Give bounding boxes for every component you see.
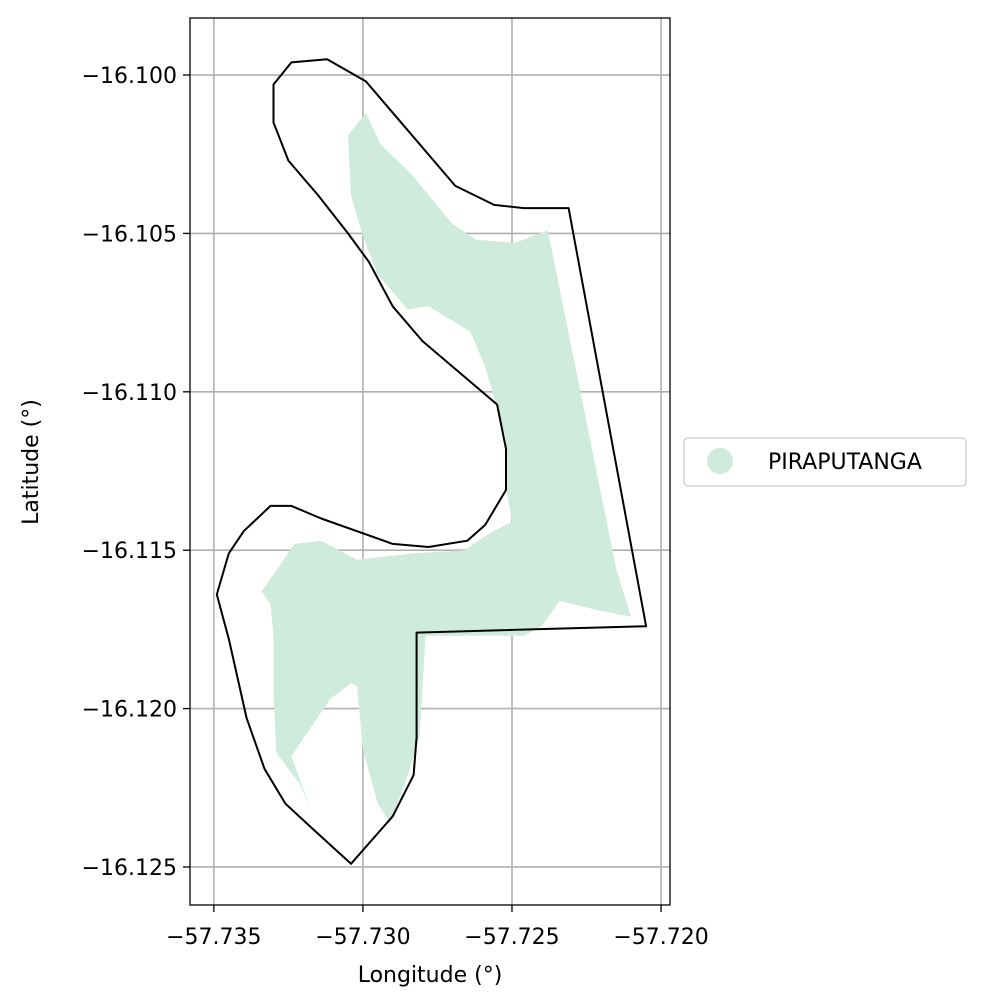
y-tick-label: −16.110 <box>82 381 177 406</box>
piraputanga-area-fill <box>261 113 632 823</box>
x-tick-label: −57.725 <box>464 925 559 950</box>
y-tick-label: −16.115 <box>82 539 177 564</box>
piraputanga-boundary-outline <box>215 58 648 865</box>
y-tick-label: −16.120 <box>82 698 177 723</box>
x-axis-title: Longitude (°) <box>358 963 503 988</box>
legend-marker-piraputanga <box>707 448 733 474</box>
y-axis-title: Latitude (°) <box>19 399 44 525</box>
legend-label-piraputanga: PIRAPUTANGA <box>768 450 922 475</box>
legend: PIRAPUTANGA <box>683 437 967 487</box>
legend-frame <box>683 437 967 487</box>
axis-ticks: −57.735 −57.730 −57.725 −57.720 −16.100 −16.1… <box>82 64 709 950</box>
x-tick-label: −57.720 <box>613 925 708 950</box>
y-tick-label: −16.105 <box>82 222 177 247</box>
y-tick-label: −16.125 <box>82 856 177 881</box>
y-tick-label: −16.100 <box>82 64 177 89</box>
plot-frame <box>189 17 671 906</box>
x-tick-label: −57.730 <box>315 925 410 950</box>
x-tick-label: −57.735 <box>166 925 261 950</box>
